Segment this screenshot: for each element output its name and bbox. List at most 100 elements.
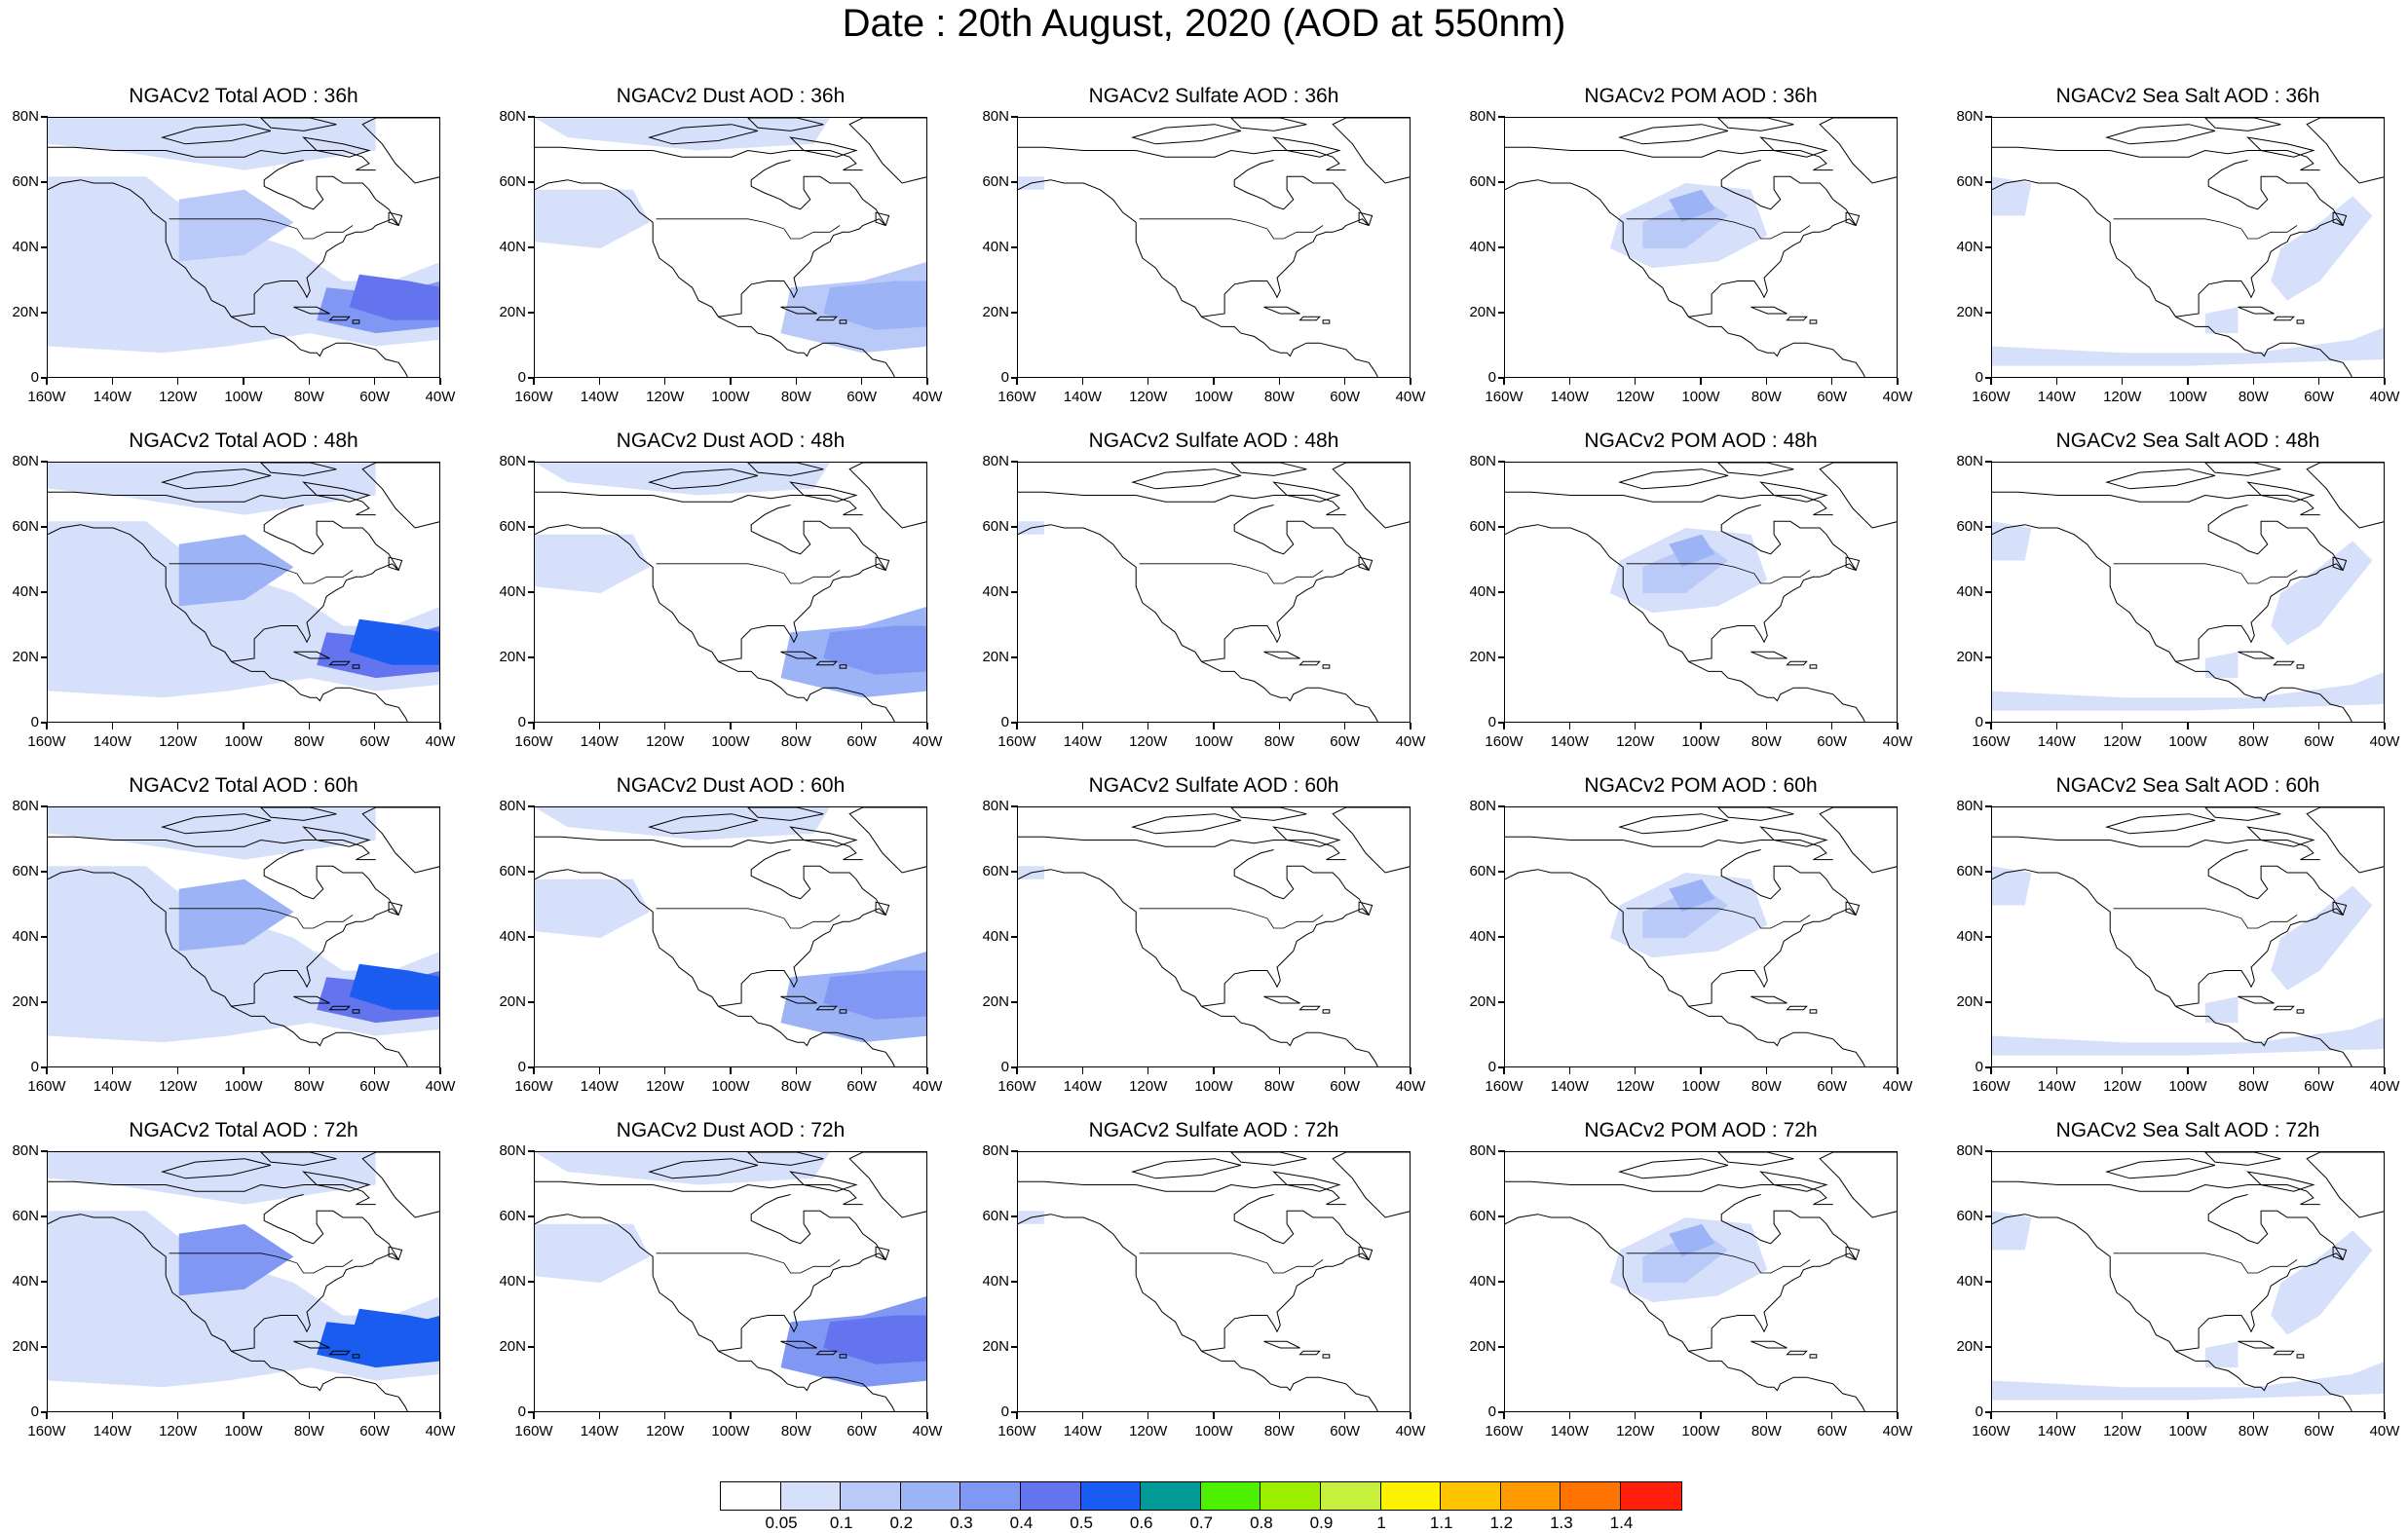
x-tick-mark [730,378,732,385]
y-tick-mark [528,722,535,724]
x-tick-label: 120W [646,733,685,750]
x-tick-label: 160W [1972,389,2011,405]
x-tick-label: 160W [997,1423,1036,1440]
x-tick-label: 160W [27,389,66,405]
aod-plume [535,1152,830,1185]
colorbar-label: 0.5 [1070,1514,1093,1532]
y-tick-mark [1011,722,1018,724]
x-tick-label: 80W [1263,1423,1295,1440]
island-outline [1230,1152,1307,1166]
colorbar-swatch [1200,1482,1261,1510]
aod-plume [349,618,439,665]
y-tick-mark [528,591,535,593]
y-tick-mark [1498,1281,1505,1283]
island-outline [2306,118,2384,184]
x-tick-mark [2384,1412,2386,1419]
x-tick-mark [795,378,798,385]
x-tick-mark [111,378,114,385]
x-tick-label: 140W [1063,733,1102,750]
x-tick-label: 100W [224,1078,263,1095]
aod-plume [2204,996,2239,1024]
x-tick-mark [1081,1412,1084,1419]
coastline [1992,1180,2320,1206]
island-outline [848,463,926,529]
y-tick-label: 20N [1956,649,1983,665]
x-tick-label: 100W [1681,389,1720,405]
island-outline [1358,556,1373,572]
island-outline [2306,807,2384,874]
x-tick-mark [533,1067,535,1074]
x-tick-mark [1410,1412,1411,1419]
y-tick-mark [528,1001,535,1003]
x-tick-mark [1410,378,1411,385]
x-tick-label: 60W [847,733,878,750]
x-tick-label: 60W [1817,733,1848,750]
colorbar-label: 0.9 [1309,1514,1334,1532]
y-tick-mark [1985,1001,1992,1003]
aod-plume [349,963,439,1010]
x-tick-mark [2187,1067,2189,1074]
island-outline [789,826,858,847]
y-tick-label: 60N [982,863,1009,879]
map-svg [535,807,926,1066]
x-tick-mark [1213,1067,1215,1074]
colorbar-swatch [1380,1482,1442,1510]
x-tick-mark [1410,723,1411,729]
island-outline [1819,118,1897,184]
island-outline [1819,1152,1897,1218]
x-tick-mark [1213,378,1215,385]
y-tick-mark [1011,1215,1018,1217]
island-outline [2246,481,2315,503]
x-tick-mark [111,1067,114,1074]
map-svg [1018,463,1410,722]
country-border [1626,908,1811,929]
x-tick-mark [860,1067,863,1074]
coastline [1992,491,2320,516]
x-tick-label: 80W [1750,733,1782,750]
x-tick-mark [308,1412,311,1419]
island-outline [2238,651,2275,659]
x-tick-mark [1897,378,1899,385]
x-tick-mark [2384,1067,2386,1074]
x-tick-label: 80W [780,389,811,405]
y-tick-label: 0 [1975,714,1983,730]
x-tick-label: 80W [1263,389,1295,405]
x-tick-label: 140W [1550,1423,1589,1440]
y-tick-label: 20N [12,993,39,1010]
y-tick-mark [41,871,48,873]
coastline [1505,491,1833,516]
x-tick-label: 140W [580,389,619,405]
x-tick-mark [1410,1067,1411,1074]
map-area [47,462,440,723]
x-tick-label: 40W [425,1423,456,1440]
coastline [1018,491,1346,516]
map-svg [1018,118,1410,377]
island-outline [328,1005,351,1011]
x-tick-mark [2055,1412,2058,1419]
x-tick-label: 120W [646,1423,685,1440]
map-panel: NGACv2 Sea Salt AOD : 60h 80N 60N 40N 20N 0 16… [1944,774,2408,1118]
figure-title: Date : 20th August, 2020 (AOD at 550nm) [842,2,1566,45]
colorbar-swatch [1620,1482,1681,1510]
map-area [1504,1151,1898,1412]
map-svg [48,118,439,377]
x-tick-mark [1016,378,1018,385]
x-tick-mark [1147,1067,1149,1074]
country-border [169,218,354,240]
x-tick-label: 100W [224,389,263,405]
x-tick-mark [1634,1412,1637,1419]
x-tick-mark [2317,378,2320,385]
x-tick-mark [926,1412,928,1419]
map-area [1017,462,1411,723]
x-tick-label: 120W [2103,389,2142,405]
x-tick-label: 80W [2238,1423,2269,1440]
island-outline [260,1152,337,1166]
coastline [1505,146,1833,171]
y-tick-label: 60N [1469,518,1496,535]
y-tick-mark [528,312,535,314]
x-tick-label: 100W [1194,1423,1233,1440]
coastline [48,179,408,377]
island-outline [161,124,272,145]
island-outline [1298,1350,1321,1356]
x-tick-mark [46,1067,48,1074]
